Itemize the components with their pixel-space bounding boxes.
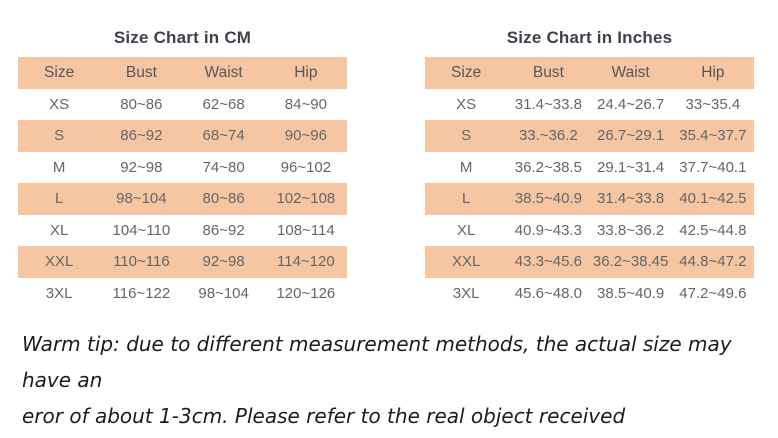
size-label: XXL	[18, 246, 101, 278]
table-row: XL 40.9~43.3 33.8~36.2 42.5~44.8	[425, 214, 754, 246]
table-row: XXL 110~116 92~98 114~120	[18, 246, 347, 278]
size-label: S	[425, 120, 508, 152]
measurement-cell: 33.~36.2	[507, 120, 590, 152]
measurement-cell: 38.5~40.9	[507, 183, 590, 215]
measurement-cell: 33~35.4	[671, 88, 754, 120]
measurement-cell: 36.2~38.45	[589, 246, 672, 278]
measurement-cell: 40.1~42.5	[671, 183, 754, 215]
measurement-cell: 98~104	[182, 277, 265, 309]
table-row: XL 104~110 86~92 108~114	[18, 214, 347, 246]
table-row: 3XL 116~122 98~104 120~126	[18, 277, 347, 309]
measurement-cell: 86~92	[100, 120, 183, 152]
measurement-cell: 33.8~36.2	[589, 214, 672, 246]
size-label: XS	[425, 88, 508, 120]
measurement-cell: 31.4~33.8	[507, 88, 590, 120]
column-header-waist: Waist	[589, 57, 672, 89]
warm-tip-line-1: Warm tip: due to different measurement m…	[22, 332, 732, 392]
measurement-cell: 96~102	[264, 151, 347, 183]
measurement-cell: 84~90	[264, 88, 347, 120]
size-chart-inches-section: Size Chart in Inches Size Bust Waist Hip XS 3…	[425, 24, 754, 309]
size-label: L	[18, 183, 101, 215]
column-header-bust: Bust	[507, 57, 590, 89]
measurement-cell: 45.6~48.0	[507, 277, 590, 309]
header-row: Size Bust Waist Hip	[18, 57, 347, 89]
column-header-hip: Hip	[264, 57, 347, 89]
size-label: M	[425, 151, 508, 183]
measurement-cell: 90~96	[264, 120, 347, 152]
table-row: XS 80~86 62~68 84~90	[18, 88, 347, 120]
table-row: S 33.~36.2 26.7~29.1 35.4~37.7	[425, 120, 754, 152]
measurement-cell: 108~114	[264, 214, 347, 246]
column-header-size: Size	[18, 57, 101, 89]
size-chart-cm-section: Size Chart in CM Size Bust Waist Hip XS 80~86…	[18, 24, 347, 309]
table-row: L 98~104 80~86 102~108	[18, 183, 347, 215]
warm-tip-note: Warm tip: due to different measurement m…	[22, 326, 762, 434]
size-label: 3XL	[425, 277, 508, 309]
measurement-cell: 37.7~40.1	[671, 151, 754, 183]
header-row: Size Bust Waist Hip	[425, 57, 754, 89]
measurement-cell: 116~122	[100, 277, 183, 309]
size-chart-inches-table: Size Bust Waist Hip XS 31.4~33.8 24.4~26.7 33~3…	[425, 57, 754, 309]
size-label: M	[18, 151, 101, 183]
measurement-cell: 36.2~38.5	[507, 151, 590, 183]
size-chart-cm-title: Size Chart in CM	[113, 28, 252, 47]
size-label: L	[425, 183, 508, 215]
measurement-cell: 92~98	[182, 246, 265, 278]
measurement-cell: 35.4~37.7	[671, 120, 754, 152]
size-label: XS	[18, 88, 101, 120]
measurement-cell: 62~68	[182, 88, 265, 120]
measurement-cell: 104~110	[100, 214, 183, 246]
size-chart-cm-table: Size Bust Waist Hip XS 80~86 62~68 84~90 S 86~92 6…	[18, 57, 347, 309]
measurement-cell: 68~74	[182, 120, 265, 152]
measurement-cell: 80~86	[100, 88, 183, 120]
measurement-cell: 29.1~31.4	[589, 151, 672, 183]
size-label: XL	[425, 214, 508, 246]
measurement-cell: 38.5~40.9	[589, 277, 672, 309]
column-header-hip: Hip	[671, 57, 754, 89]
measurement-cell: 86~92	[182, 214, 265, 246]
measurement-cell: 120~126	[264, 277, 347, 309]
table-row: M 92~98 74~80 96~102	[18, 151, 347, 183]
measurement-cell: 110~116	[100, 246, 183, 278]
measurement-cell: 24.4~26.7	[589, 88, 672, 120]
table-row: S 86~92 68~74 90~96	[18, 120, 347, 152]
measurement-cell: 74~80	[182, 151, 265, 183]
table-row: L 38.5~40.9 31.4~33.8 40.1~42.5	[425, 183, 754, 215]
size-label: 3XL	[18, 277, 101, 309]
measurement-cell: 47.2~49.6	[671, 277, 754, 309]
size-label: XXL	[425, 246, 508, 278]
measurement-cell: 42.5~44.8	[671, 214, 754, 246]
measurement-cell: 92~98	[100, 151, 183, 183]
measurement-cell: 26.7~29.1	[589, 120, 672, 152]
table-row: XS 31.4~33.8 24.4~26.7 33~35.4	[425, 88, 754, 120]
measurement-cell: 44.8~47.2	[671, 246, 754, 278]
column-header-bust: Bust	[100, 57, 183, 89]
table-row: XXL 43.3~45.6 36.2~38.45 44.8~47.2	[425, 246, 754, 278]
measurement-cell: 80~86	[182, 183, 265, 215]
column-header-size: Size	[425, 57, 508, 89]
measurement-cell: 98~104	[100, 183, 183, 215]
measurement-cell: 31.4~33.8	[589, 183, 672, 215]
measurement-cell: 102~108	[264, 183, 347, 215]
table-row: M 36.2~38.5 29.1~31.4 37.7~40.1	[425, 151, 754, 183]
size-label: XL	[18, 214, 101, 246]
measurement-cell: 40.9~43.3	[507, 214, 590, 246]
measurement-cell: 114~120	[264, 246, 347, 278]
column-header-waist: Waist	[182, 57, 265, 89]
measurement-cell: 43.3~45.6	[507, 246, 590, 278]
warm-tip-line-2: eror of about 1-3cm. Please refer to the…	[22, 404, 626, 428]
size-chart-inches-title: Size Chart in Inches	[506, 28, 673, 47]
size-label: S	[18, 120, 101, 152]
table-row: 3XL 45.6~48.0 38.5~40.9 47.2~49.6	[425, 277, 754, 309]
